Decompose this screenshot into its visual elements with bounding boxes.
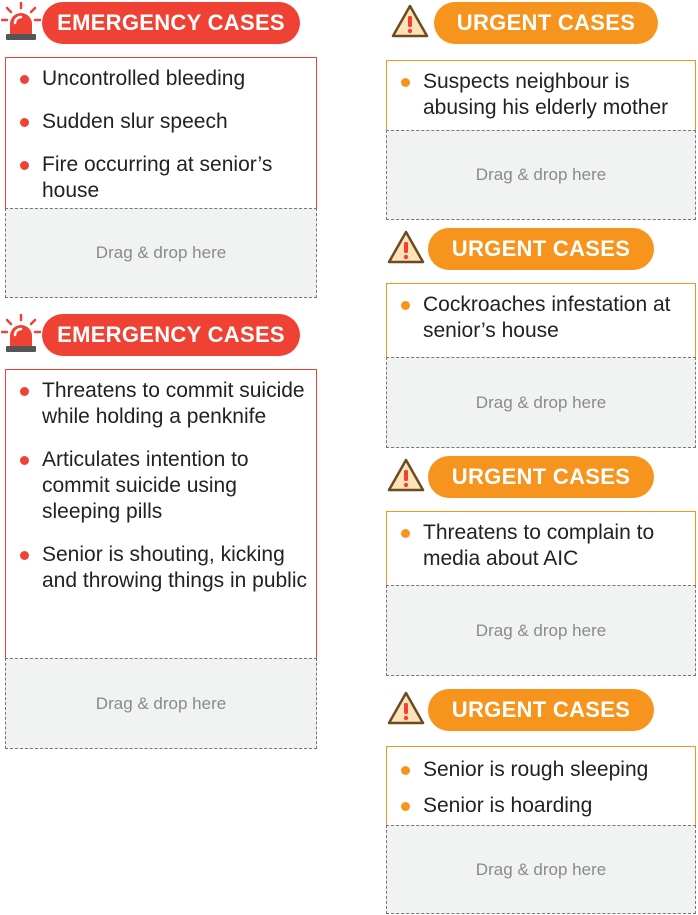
list-item[interactable]: Sudden slur speech bbox=[20, 109, 310, 135]
urgent-title: URGENT CASES bbox=[428, 456, 654, 498]
drop-zone[interactable]: Drag & drop here bbox=[386, 130, 696, 220]
urgent-card: URGENT CASES Threatens to complain to me… bbox=[386, 454, 696, 676]
emergency-card: EMERGENCY CASES Threatens to commit suic… bbox=[1, 312, 317, 749]
case-list: Threatens to commit suicide while holdin… bbox=[6, 370, 316, 594]
case-list: Senior is rough sleeping Senior is hoard… bbox=[387, 747, 695, 819]
urgent-title: URGENT CASES bbox=[434, 2, 658, 44]
drop-zone[interactable]: Drag & drop here bbox=[386, 357, 696, 448]
card-header: EMERGENCY CASES bbox=[1, 312, 317, 360]
list-item[interactable]: Threatens to complain to media about AIC bbox=[401, 520, 689, 572]
drop-zone[interactable]: Drag & drop here bbox=[386, 585, 696, 676]
urgent-card: URGENT CASES Cockroaches infestation at … bbox=[386, 226, 696, 448]
case-list-box: Suspects neighbour is abusing his elderl… bbox=[386, 60, 696, 131]
siren-icon bbox=[1, 2, 41, 40]
case-list: Cockroaches infestation at senior’s hous… bbox=[387, 284, 695, 344]
urgent-card: URGENT CASES Suspects neighbour is abusi… bbox=[386, 0, 696, 220]
urgent-card: URGENT CASES Senior is rough sleeping Se… bbox=[386, 687, 696, 915]
emergency-title: EMERGENCY CASES bbox=[42, 314, 300, 356]
case-list-box: Threatens to commit suicide while holdin… bbox=[5, 369, 317, 659]
card-header: URGENT CASES bbox=[386, 226, 696, 274]
urgent-title: URGENT CASES bbox=[428, 689, 654, 731]
warning-icon bbox=[387, 458, 425, 492]
case-list: Threatens to complain to media about AIC bbox=[387, 512, 695, 572]
siren-icon bbox=[1, 314, 41, 352]
list-item[interactable]: Cockroaches infestation at senior’s hous… bbox=[401, 292, 689, 344]
list-item[interactable]: Uncontrolled bleeding bbox=[20, 66, 310, 92]
warning-icon bbox=[387, 691, 425, 725]
urgent-title: URGENT CASES bbox=[428, 228, 654, 270]
card-header: URGENT CASES bbox=[386, 687, 696, 735]
emergency-title: EMERGENCY CASES bbox=[42, 2, 300, 44]
card-header: EMERGENCY CASES bbox=[1, 0, 317, 48]
list-item[interactable]: Fire occurring at senior’s house bbox=[20, 152, 310, 204]
card-header: URGENT CASES bbox=[386, 0, 696, 48]
list-item[interactable]: Senior is rough sleeping bbox=[401, 757, 689, 783]
case-list-box: Threatens to complain to media about AIC bbox=[386, 511, 696, 586]
case-list: Suspects neighbour is abusing his elderl… bbox=[387, 61, 695, 121]
case-list-box: Senior is rough sleeping Senior is hoard… bbox=[386, 746, 696, 826]
case-list-box: Uncontrolled bleeding Sudden slur speech… bbox=[5, 57, 317, 209]
emergency-card: EMERGENCY CASES Uncontrolled bleeding Su… bbox=[1, 0, 317, 298]
list-item[interactable]: Suspects neighbour is abusing his elderl… bbox=[401, 69, 689, 121]
drop-zone[interactable]: Drag & drop here bbox=[386, 825, 696, 914]
list-item[interactable]: Articulates intention to commit suicide … bbox=[20, 447, 310, 525]
card-header: URGENT CASES bbox=[386, 454, 696, 502]
case-list: Uncontrolled bleeding Sudden slur speech… bbox=[6, 58, 316, 204]
list-item[interactable]: Senior is hoarding bbox=[401, 793, 689, 819]
list-item[interactable]: Threatens to commit suicide while holdin… bbox=[20, 378, 310, 430]
drop-zone[interactable]: Drag & drop here bbox=[5, 658, 317, 749]
drop-zone[interactable]: Drag & drop here bbox=[5, 208, 317, 298]
warning-icon bbox=[391, 4, 429, 38]
case-list-box: Cockroaches infestation at senior’s hous… bbox=[386, 283, 696, 358]
warning-icon bbox=[387, 230, 425, 264]
list-item[interactable]: Senior is shouting, kicking and throwing… bbox=[20, 542, 310, 594]
